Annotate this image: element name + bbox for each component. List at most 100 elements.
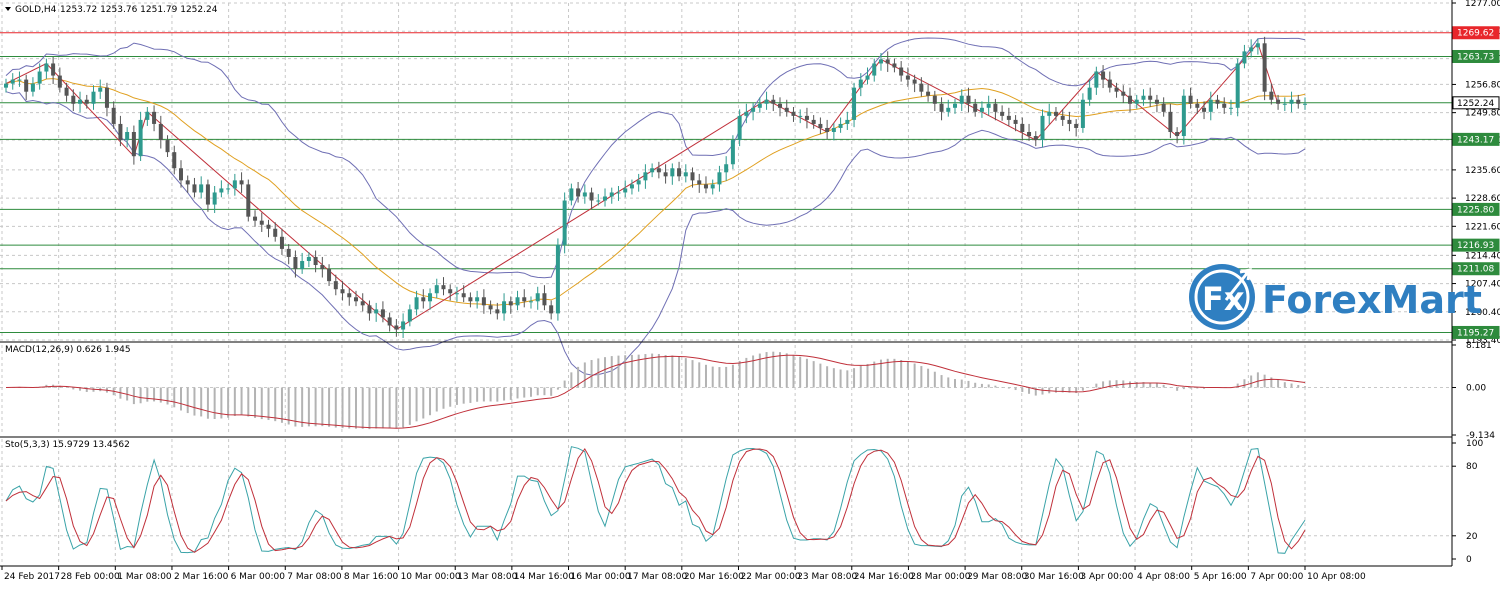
y-tick-label: 20 [1466,532,1478,542]
candle-body [1202,107,1207,112]
candle-body [663,172,668,177]
candle-body [152,111,157,124]
candle-body [347,293,352,298]
candle-body [1114,87,1119,92]
candle-body [441,285,446,290]
candle-body [926,91,931,96]
price-label-box [1452,96,1500,110]
candle-body [232,180,237,189]
x-tick-label: 2 Mar 16:00 [174,572,229,582]
candle-body [1208,99,1213,112]
candle-body [84,99,89,104]
candle-body [677,168,682,177]
candle-body [78,99,83,104]
logo-arrow-icon [1224,268,1252,301]
x-tick-label: 4 Apr 08:00 [1137,572,1190,582]
candle-body [582,192,587,197]
x-tick-label: 10 Mar 00:00 [401,572,461,582]
candle-body [495,309,500,314]
candle-body [771,99,776,104]
candle-body [885,59,890,64]
candle-body [199,184,204,193]
candle-body [603,196,608,201]
candle-body [434,285,439,294]
candle-body [468,297,473,302]
candle-body [784,107,789,112]
candle-body [919,83,924,92]
candle-body [1006,115,1011,120]
candle-body [549,305,554,314]
candle-body [737,115,742,141]
candle-body [394,325,399,330]
candle-body [555,244,560,314]
candle-body [798,115,803,117]
macd-layer [5,351,1306,430]
dropdown-triangle-icon[interactable] [5,7,11,11]
candle-body [71,95,76,104]
candle-body [44,63,49,72]
candle-body [609,192,614,197]
sto-signal-line [5,447,1306,553]
candle-body [690,172,695,181]
candle-body [1020,123,1025,132]
candle-body [266,224,271,229]
candle-body [138,119,143,157]
candle-body [131,131,136,157]
grid-layer [0,2,1452,563]
y-tick-label: 1277.00 [1465,0,1500,9]
y-tick-label: 0 [1466,555,1472,565]
candle-body [286,248,291,257]
candle-body [892,63,897,68]
candle-body [1013,119,1018,124]
candle-body [1276,99,1281,104]
price-label-box [1452,202,1500,216]
sto-main-line [5,446,1306,554]
x-tick-label: 10 Apr 08:00 [1307,572,1366,582]
candle-body [192,184,197,193]
y-tick-label: 0.00 [1466,384,1486,394]
candle-body [703,184,708,189]
candle-body [4,83,8,88]
x-tick-label: 1 Mar 08:00 [117,572,172,582]
candle-body [1121,91,1126,96]
candle-body [508,301,513,306]
candle-body [1080,99,1085,128]
sto-layer [5,446,1306,554]
candle-body [125,131,130,141]
candle-body [212,192,217,205]
candle-body [535,293,540,302]
candle-body [30,83,35,92]
candle-body [522,297,527,302]
candle-body [1296,99,1301,104]
candle-body [656,168,661,173]
candle-body [219,188,224,193]
y-tick-label: -9.134 [1466,431,1495,441]
candle-body [1000,111,1005,116]
candle-body [454,293,459,295]
candle-body [279,236,284,249]
candle-body [710,184,715,189]
x-tick-label: 28 Mar 00:00 [910,572,970,582]
x-tick-label: 16 Mar 00:00 [571,572,631,582]
candle-body [946,107,951,112]
candle-body [804,115,809,120]
bollinger-lower [5,91,1306,376]
candle-body [1134,99,1139,104]
candle-body [327,269,332,282]
candle-body [1074,123,1079,128]
candle-body [1249,47,1254,52]
y-tick-label: 1214.40 [1465,251,1500,261]
candle-body [407,309,412,322]
candle-body [165,140,170,153]
y-tick-label: 1235.60 [1465,166,1500,176]
candle-body [300,260,305,270]
candle-body [818,123,823,128]
candle-body [905,75,910,80]
x-tick-label: 13 Mar 08:00 [457,572,517,582]
candle-body [246,184,251,217]
price-label-text: 1216.93 [1457,241,1494,251]
candle-body [993,103,998,112]
candle-body [239,180,244,185]
candle-body [24,79,29,92]
